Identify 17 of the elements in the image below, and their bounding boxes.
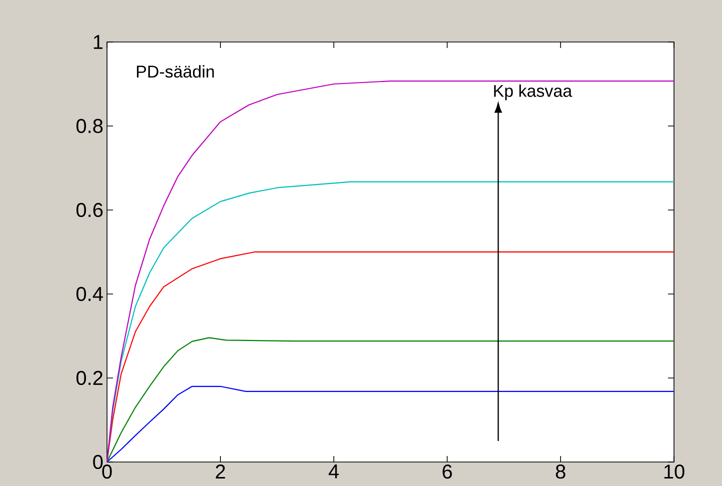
annotation: PD-säädin — [136, 65, 214, 78]
x-tick-label: 0 — [102, 464, 112, 479]
y-tick-label: 0.2 — [76, 370, 102, 386]
x-tick-label: 6 — [442, 464, 452, 479]
x-tick-label: 2 — [216, 464, 225, 478]
line-series — [106, 80, 675, 463]
line-series — [106, 181, 675, 463]
y-tick-label: 0.8 — [76, 118, 103, 134]
line-series — [106, 337, 675, 463]
line-series — [106, 386, 675, 463]
annotation: Kp kasvaa — [494, 84, 572, 100]
x-tick-label: 4 — [328, 464, 339, 478]
y-tick-label: 0.4 — [76, 286, 103, 302]
x-tick-label: 8 — [556, 464, 566, 479]
x-tick-label: 10 — [664, 464, 684, 479]
y-tick-label: 1 — [94, 35, 102, 49]
y-tick-label: 0.6 — [76, 202, 103, 218]
